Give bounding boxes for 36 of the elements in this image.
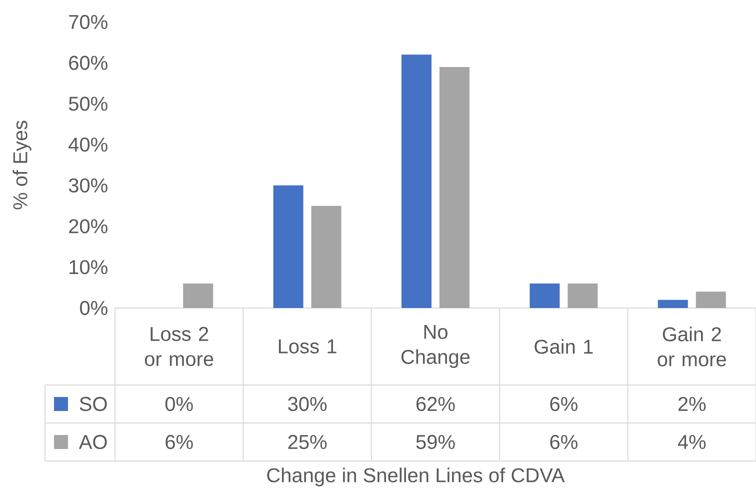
y-tick-label: 70% <box>69 14 108 30</box>
text: Change in Snellen Lines of CDVA <box>267 468 565 486</box>
data-label: 30% <box>288 396 327 412</box>
legend-label: SO <box>80 396 107 412</box>
bar <box>530 283 560 308</box>
data-label: 25% <box>288 434 327 450</box>
data-label: 2% <box>678 396 706 412</box>
data-label: 6% <box>550 396 578 412</box>
data-label: 6% <box>166 434 193 450</box>
y-tick-label: 10% <box>70 260 108 274</box>
bar <box>658 300 688 308</box>
y-tick-label: 20% <box>69 219 108 234</box>
x-tick-label: Gain 1 <box>534 339 593 354</box>
bar <box>311 206 342 308</box>
data-label: 59% <box>416 434 455 450</box>
data-label: 6% <box>550 434 578 450</box>
bar <box>273 185 304 308</box>
bar <box>440 66 470 308</box>
data-label: 62% <box>416 396 455 412</box>
bar <box>568 283 598 308</box>
y-tick-label: 40% <box>68 137 108 152</box>
legend-label: AO <box>78 434 107 450</box>
bar <box>696 292 726 308</box>
y-tick-label: 0% <box>80 300 108 316</box>
x-tick-label: Loss 1 <box>278 340 336 354</box>
y-axis-title: % of Eyes <box>12 120 32 210</box>
data-label: 4% <box>678 435 706 449</box>
x-tick-label: No Change <box>401 325 470 368</box>
y-tick-label: 30% <box>68 178 108 192</box>
x-tick-label: Loss 2 or more <box>144 326 214 366</box>
bar <box>402 54 432 308</box>
bar <box>183 283 214 308</box>
y-tick-label: 60% <box>69 56 108 70</box>
data-label: 0% <box>165 396 193 412</box>
y-tick-label: 50% <box>68 96 108 111</box>
x-tick-label: Gain 2 or more <box>658 326 726 366</box>
